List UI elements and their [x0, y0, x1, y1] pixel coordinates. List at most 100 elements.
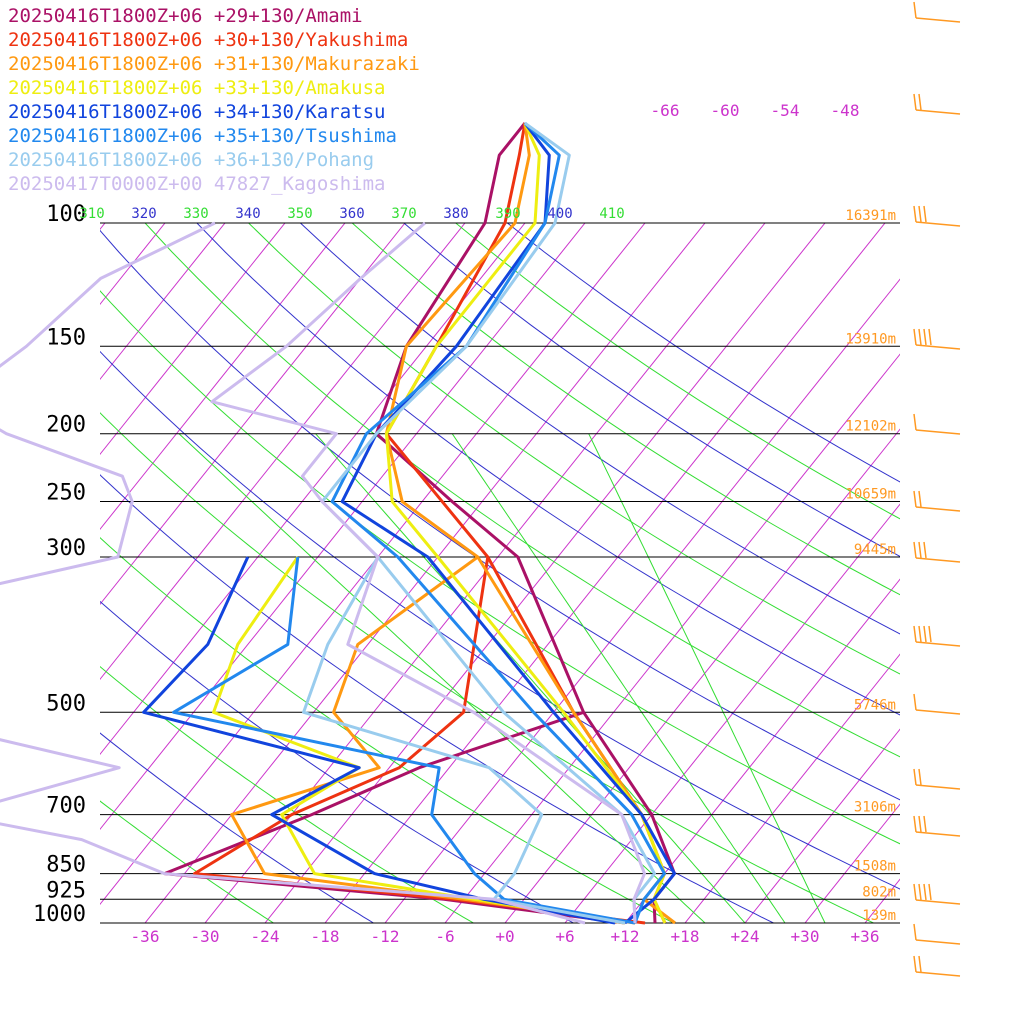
dry-adiabat-line	[351, 223, 900, 596]
legend-entry: 20250416T1800Z+06 +36+130/Pohang	[8, 149, 375, 171]
series-profile	[172, 122, 666, 925]
series-profile	[142, 122, 676, 925]
isotherm-line	[264, 223, 826, 923]
wind-barb	[913, 955, 961, 977]
background-reference-lines	[0, 223, 1024, 923]
temperature-tick-label: +0	[495, 927, 514, 946]
height-label: 10659m	[845, 487, 896, 503]
isotherm-line	[100, 223, 586, 831]
isotherm-line	[804, 803, 900, 923]
theta-label: 360	[339, 206, 364, 222]
height-label: 3106m	[854, 800, 896, 816]
temperature-tick-label: -6	[435, 927, 454, 946]
theta-label: 380	[443, 206, 468, 222]
dry-adiabat-line	[100, 290, 900, 845]
wind-barbs	[913, 1, 961, 977]
pressure-label: 500	[46, 691, 86, 716]
wind-barb	[913, 693, 961, 715]
theta-label: 310	[79, 206, 104, 222]
isotherm-line	[100, 223, 466, 681]
wind-barb	[913, 625, 961, 647]
isotherm-line	[444, 353, 900, 923]
temperature-tick-label: -30	[191, 927, 220, 946]
temperature-line	[330, 122, 666, 924]
temperature-tick-label: +30	[791, 927, 820, 946]
theta-label: 400	[547, 206, 572, 222]
temperature-tick-label: -18	[311, 927, 340, 946]
isotherm-top-label: -54	[771, 101, 800, 120]
temperature-line	[210, 221, 646, 924]
isotherm-line	[985, 223, 1024, 923]
moist-adiabat-line	[315, 433, 746, 923]
isotherm-line	[100, 223, 286, 456]
pressure-label: 150	[46, 325, 86, 350]
isotherm-line	[384, 278, 900, 923]
pressure-label: 300	[46, 536, 86, 561]
isotherm-line	[925, 223, 1024, 923]
temperature-tick-label: +18	[671, 927, 700, 946]
theta-label: 320	[131, 206, 156, 222]
pressure-label: 100	[46, 202, 86, 227]
temperature-tick-label: +24	[731, 927, 760, 946]
temperature-tick-label: +6	[555, 927, 574, 946]
theta-label: 370	[391, 206, 416, 222]
temperature-tick-label: -24	[251, 927, 280, 946]
temperature-tick-label: +36	[851, 927, 880, 946]
isotherm-line	[100, 223, 406, 606]
height-label: 802m	[862, 884, 896, 900]
pressure-label: 850	[46, 853, 86, 878]
pressure-label: 700	[46, 794, 86, 819]
wind-barb	[913, 768, 961, 790]
pressure-label: 1000	[33, 902, 86, 927]
legend-entry: 20250416T1800Z+06 +35+130/Tsushima	[8, 125, 397, 147]
dewpoint-line	[302, 556, 626, 925]
isotherm-line	[324, 223, 886, 923]
isotherm-line	[100, 223, 226, 381]
wind-barb	[913, 413, 961, 435]
isotherm-line	[100, 223, 526, 756]
legend-entry: 20250416T1800Z+06 +31+130/Makurazaki	[8, 53, 420, 75]
height-label: 13910m	[845, 331, 896, 347]
legend-entry: 20250416T1800Z+06 +29+130/Amami	[8, 5, 363, 27]
moist-adiabat-line	[588, 433, 826, 923]
height-label: 12102m	[845, 419, 896, 435]
dewpoint-line	[0, 221, 586, 925]
isotherm-line	[684, 653, 900, 923]
height-label: 139m	[862, 908, 896, 924]
height-label: 9445m	[854, 542, 896, 558]
dry-adiabat-line	[100, 412, 874, 923]
theta-label: 350	[287, 206, 312, 222]
wind-barb	[913, 328, 961, 350]
moist-adiabat-line	[451, 433, 786, 923]
isotherm-line	[144, 223, 706, 923]
isotherm-line	[0, 223, 45, 923]
isotherm-line	[744, 728, 900, 923]
dewpoint-line	[212, 556, 626, 925]
wind-barb	[913, 815, 961, 837]
pressure-label: 250	[46, 481, 86, 506]
theta-label: 390	[495, 206, 520, 222]
isotherm-top-label: -66	[651, 101, 680, 120]
pressure-label: 925	[46, 878, 86, 903]
theta-label: 410	[599, 206, 624, 222]
isotherm-line	[504, 428, 900, 923]
legend-entry: 20250416T1800Z+06 +34+130/Karatsu	[8, 101, 386, 123]
dry-adiabat-line	[507, 223, 900, 483]
wind-barb	[913, 205, 961, 227]
dewpoint-line	[142, 556, 616, 925]
wind-barb	[913, 923, 961, 945]
isotherm-line	[100, 223, 346, 531]
wind-barb	[913, 883, 961, 905]
wind-barb	[913, 93, 961, 115]
height-label: 1508m	[854, 859, 896, 875]
wind-barb	[913, 541, 961, 563]
isotherm-top-label: -60	[711, 101, 740, 120]
legend-entry: 20250416T1800Z+06 +30+130/Yakushima	[8, 29, 409, 51]
series-profile	[0, 221, 646, 925]
isotherm-line	[564, 503, 900, 923]
dry-adiabat-line	[100, 537, 674, 923]
temperature-line	[340, 122, 676, 925]
temperature-tick-label: -12	[371, 927, 400, 946]
